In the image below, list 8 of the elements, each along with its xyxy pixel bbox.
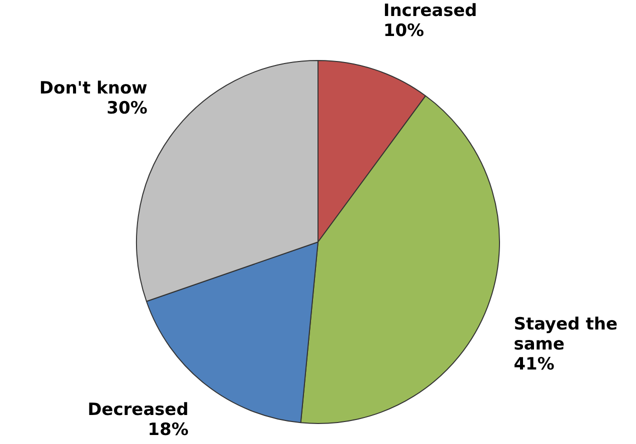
data-label: 41% bbox=[514, 354, 554, 375]
slice-label: Increased bbox=[383, 0, 478, 21]
slice-label: Decreased bbox=[88, 400, 188, 420]
data-label: 18% bbox=[148, 420, 189, 440]
data-label: 10% bbox=[383, 20, 424, 41]
data-label: 30% bbox=[106, 98, 148, 118]
slice-label: Don't know bbox=[39, 78, 148, 98]
slice-label: Stayed the same bbox=[514, 314, 618, 355]
